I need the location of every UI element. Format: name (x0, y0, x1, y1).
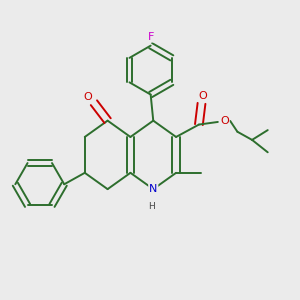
Text: O: O (84, 92, 92, 102)
Text: H: H (148, 202, 155, 211)
Text: F: F (148, 32, 154, 41)
Text: N: N (149, 184, 158, 194)
Text: O: O (198, 91, 207, 101)
Text: O: O (220, 116, 229, 126)
